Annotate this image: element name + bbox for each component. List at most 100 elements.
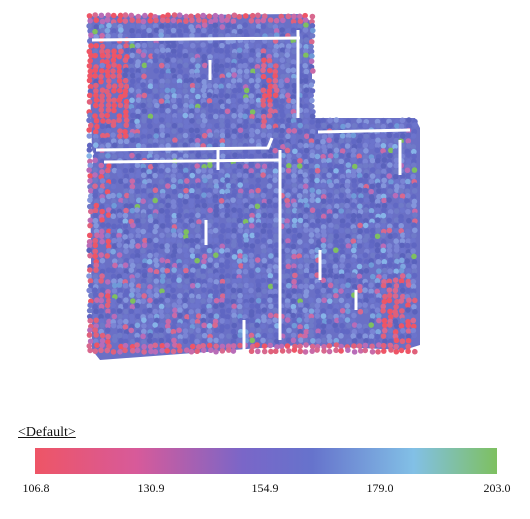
yield-point — [141, 317, 147, 323]
yield-point — [261, 128, 268, 134]
yield-point — [230, 183, 237, 189]
yield-point — [411, 253, 417, 260]
yield-point — [297, 177, 304, 183]
yield-point — [393, 132, 400, 139]
yield-point — [159, 342, 166, 349]
yield-point — [93, 82, 99, 89]
yield-point — [255, 23, 262, 30]
yield-point — [123, 122, 130, 129]
yield-point — [363, 207, 369, 213]
yield-point — [147, 323, 153, 329]
yield-point — [224, 293, 231, 299]
yield-point — [147, 217, 154, 224]
yield-point — [183, 13, 190, 20]
yield-point — [152, 228, 158, 235]
yield-point — [188, 237, 195, 244]
yield-point — [297, 202, 303, 208]
yield-point — [302, 153, 308, 160]
legend-tick-2: 154.9 — [251, 481, 279, 495]
yield-point — [237, 332, 244, 339]
yield-point — [128, 258, 135, 265]
yield-point — [243, 163, 249, 170]
yield-point — [164, 63, 171, 69]
yield-point — [98, 303, 105, 310]
yield-point — [248, 332, 255, 339]
yield-point — [87, 112, 93, 119]
yield-point — [122, 177, 129, 184]
yield-point — [110, 122, 117, 128]
yield-point — [123, 188, 129, 195]
yield-point — [170, 177, 177, 184]
yield-point — [237, 133, 244, 139]
yield-point — [328, 182, 334, 189]
yield-point — [218, 148, 225, 155]
yield-point — [363, 259, 370, 265]
yield-point — [380, 303, 387, 310]
yield-point — [242, 123, 249, 130]
yield-point — [320, 207, 327, 214]
yield-point — [170, 173, 176, 179]
yield-point — [302, 333, 308, 339]
yield-point — [284, 48, 291, 54]
yield-point — [140, 188, 147, 194]
yield-point — [237, 112, 244, 119]
yield-point — [326, 308, 332, 315]
yield-point — [405, 192, 411, 199]
yield-point — [392, 174, 399, 180]
yield-point — [398, 202, 404, 209]
yield-point — [92, 212, 99, 219]
yield-point — [171, 103, 178, 110]
yield-point — [99, 338, 106, 344]
yield-point — [321, 273, 328, 279]
yield-point — [273, 43, 280, 50]
yield-point — [207, 207, 213, 214]
yield-point — [340, 177, 346, 184]
yield-point — [230, 343, 237, 349]
yield-point — [93, 97, 100, 104]
yield-point — [375, 122, 381, 129]
yield-point — [164, 217, 171, 224]
yield-point — [255, 197, 262, 203]
yield-point — [224, 173, 231, 179]
yield-point — [398, 123, 405, 130]
yield-point — [381, 317, 388, 324]
yield-point — [122, 272, 128, 279]
yield-point — [314, 307, 321, 314]
yield-point — [134, 62, 141, 69]
yield-point — [182, 328, 189, 334]
yield-point — [201, 128, 208, 135]
yield-point — [381, 298, 388, 305]
yield-point — [411, 272, 418, 279]
yield-point — [116, 68, 123, 75]
yield-point — [213, 222, 219, 228]
yield-point — [87, 252, 93, 259]
yield-point — [254, 232, 260, 238]
yield-point — [309, 197, 315, 204]
yield-point — [411, 304, 417, 310]
yield-point — [255, 187, 261, 194]
yield-point — [296, 279, 303, 285]
yield-point — [147, 297, 153, 304]
yield-point — [236, 24, 243, 30]
yield-point — [164, 17, 171, 24]
yield-point — [140, 228, 147, 235]
yield-point — [124, 47, 130, 54]
yield-point — [326, 318, 332, 325]
yield-point — [176, 12, 183, 18]
yield-point — [177, 338, 183, 345]
yield-point — [111, 28, 117, 34]
yield-point — [177, 232, 184, 239]
yield-point — [356, 343, 363, 349]
yield-point — [129, 43, 135, 50]
yield-point — [290, 59, 297, 65]
yield-point — [387, 308, 393, 315]
yield-point — [356, 243, 363, 249]
yield-point — [231, 212, 238, 219]
yield-point — [249, 82, 256, 89]
yield-point — [327, 282, 334, 289]
yield-point — [291, 194, 298, 200]
yield-point — [200, 273, 207, 280]
yield-point — [146, 88, 153, 95]
yield-point — [254, 28, 261, 34]
yield-point — [194, 248, 200, 255]
